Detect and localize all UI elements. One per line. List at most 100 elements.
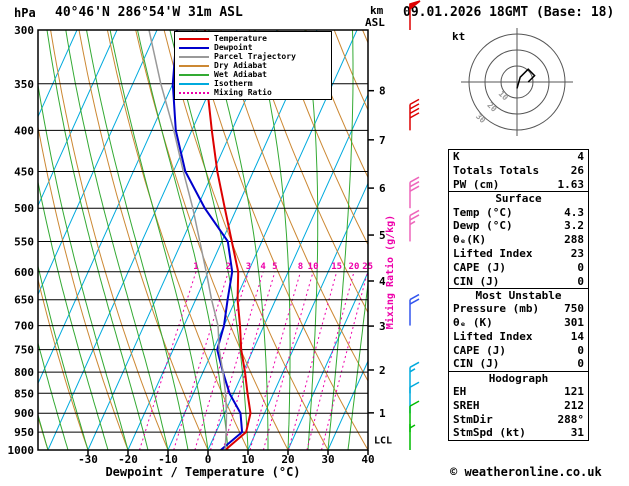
svg-text:450: 450 (14, 165, 34, 178)
legend-line-sample (179, 91, 209, 94)
wind-barb (409, 293, 420, 326)
index-value: 0 (577, 357, 584, 371)
table-row: Lifted Index 14 (449, 329, 588, 343)
wind-barb (409, 361, 420, 394)
svg-text:30: 30 (321, 453, 334, 466)
index-label: StmDir (453, 412, 493, 426)
x-axis-label: Dewpoint / Temperature (°C) (105, 465, 301, 479)
svg-text:20: 20 (281, 453, 294, 466)
station-title: 40°46'N 286°54'W 31m ASL (55, 5, 243, 20)
mixing-ratio-lines (139, 271, 368, 450)
index-value: 0 (577, 260, 584, 274)
table-row: Temp (°C) 4.3 (449, 205, 588, 219)
index-value: 31 (570, 426, 584, 440)
index-label: CAPE (J) (453, 343, 506, 357)
legend-item-label: Wet Adiabat (214, 70, 267, 79)
svg-text:0: 0 (205, 453, 212, 466)
wind-barb (409, 176, 420, 209)
table-row: PW (cm) 1.63 (449, 178, 588, 192)
svg-text:2: 2 (379, 364, 386, 377)
legend-item: Parcel Trajectory (179, 52, 327, 61)
index-value: 4 (577, 150, 584, 164)
legend-line-sample (179, 37, 209, 40)
index-label: Totals Totals (453, 164, 540, 178)
table-row: Lifted Index 23 (449, 247, 588, 261)
index-label: θₑ (K) (453, 315, 493, 329)
table-row: Totals Totals 26 (449, 164, 588, 178)
table-row: CIN (J) 0 (449, 274, 588, 288)
km-asl-axis: 1 2 3 4 5 6 7 8 (368, 85, 386, 420)
index-label: Dewp (°C) (453, 219, 513, 233)
hodograph-ring (500, 65, 534, 99)
legend-line-sample (179, 64, 209, 67)
hodograph-ring (468, 33, 566, 131)
table-section-title: Hodograph (449, 370, 588, 385)
index-label: CAPE (J) (453, 260, 506, 274)
svg-text:40: 40 (361, 453, 374, 466)
index-label: PW (cm) (453, 177, 500, 191)
run-datetime: 09.01.2026 18GMT (Base: 18) (403, 5, 615, 20)
legend-item: Isotherm (179, 79, 327, 88)
legend-item: Dewpoint (179, 43, 327, 52)
index-label: Lifted Index (453, 246, 533, 260)
legend-item-label: Isotherm (214, 79, 253, 88)
svg-text:10: 10 (241, 453, 254, 466)
index-value: 750 (564, 302, 584, 316)
svg-text:3: 3 (379, 320, 386, 333)
index-label: Temp (°C) (453, 205, 513, 219)
svg-text:-20: -20 (118, 453, 138, 466)
index-value: 301 (564, 315, 584, 329)
svg-text:15: 15 (331, 262, 342, 272)
svg-text:1: 1 (193, 262, 198, 272)
sounding-curves (148, 30, 252, 450)
svg-text:-10: -10 (158, 453, 178, 466)
index-value: 212 (564, 398, 584, 412)
svg-text:-30: -30 (78, 453, 98, 466)
table-row: EH 121 (449, 385, 588, 399)
index-label: Lifted Index (453, 329, 533, 343)
table-section-title: Most Unstable (449, 287, 588, 302)
table-row: CAPE (J) 0 (449, 343, 588, 357)
svg-text:8: 8 (379, 85, 386, 98)
svg-text:7: 7 (379, 134, 386, 147)
table-row: Dewp (°C) 3.2 (449, 219, 588, 233)
plot-border (37, 29, 369, 451)
altitude-unit-asl-label: ASL (365, 16, 385, 29)
svg-text:8: 8 (298, 262, 303, 272)
copyright: © weatheronline.co.uk (450, 465, 602, 479)
legend-item-label: Mixing Ratio (214, 88, 272, 97)
svg-text:800: 800 (14, 366, 34, 379)
svg-text:4: 4 (379, 275, 386, 288)
legend-item-label: Dry Adiabat (214, 61, 267, 70)
svg-text:600: 600 (14, 266, 34, 279)
hodograph-ring-label: 20 (485, 101, 498, 114)
index-label: CIN (J) (453, 357, 500, 371)
index-label: CIN (J) (453, 274, 500, 288)
table-row: θₑ(K) 288 (449, 233, 588, 247)
index-value: 288 (564, 233, 584, 247)
svg-text:950: 950 (14, 426, 34, 439)
index-label: EH (453, 384, 467, 398)
svg-text:5: 5 (272, 262, 277, 272)
legend-item: Wet Adiabat (179, 70, 327, 79)
altitude-unit-km-label: km (370, 4, 384, 17)
index-label: StmSpd (kt) (453, 426, 526, 440)
temperature-curve (204, 30, 252, 450)
wind-barb (409, 381, 420, 414)
svg-text:750: 750 (14, 344, 34, 357)
pressure-unit-label: hPa (14, 6, 36, 20)
wind-barb (409, 424, 416, 450)
svg-text:550: 550 (14, 235, 34, 248)
table-row: SREH 212 (449, 398, 588, 412)
legend-item: Temperature (179, 34, 327, 43)
table-row: CIN (J) 0 (449, 357, 588, 371)
legend-line-sample (179, 73, 209, 76)
svg-text:1000: 1000 (8, 444, 35, 457)
legend-item: Mixing Ratio (179, 88, 327, 97)
wind-barb (409, 98, 420, 131)
index-value: 14 (570, 329, 584, 343)
svg-text:350: 350 (14, 78, 34, 91)
index-label: θₑ(K) (453, 233, 487, 247)
